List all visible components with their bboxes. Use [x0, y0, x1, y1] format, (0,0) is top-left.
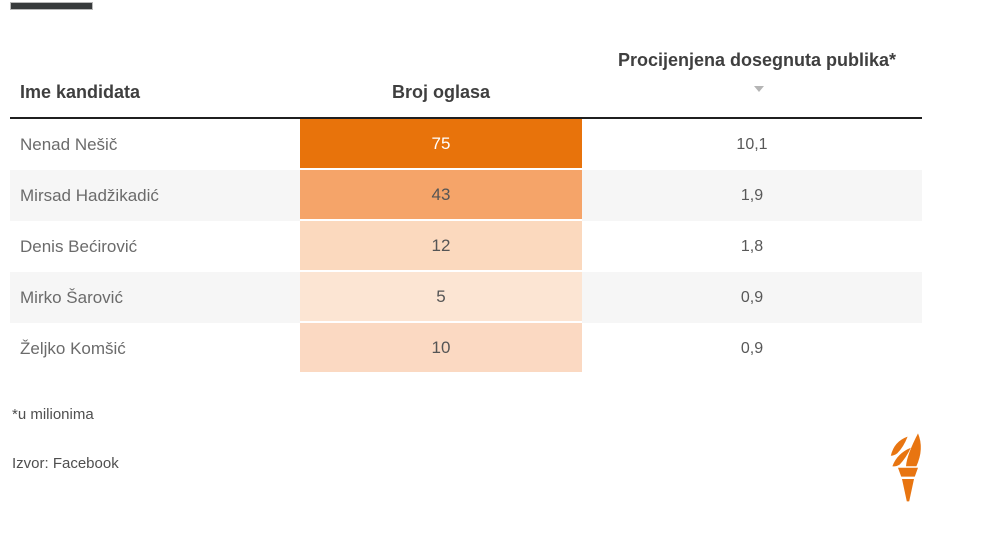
- ads-count-bar-cell: 43: [300, 170, 582, 221]
- ads-count-bar-cell: 5: [300, 272, 582, 323]
- table-header-row: Ime kandidata Broj oglasa Procijenjena d…: [10, 45, 922, 119]
- table-row: Denis Bećirović 12 1,8: [10, 221, 922, 272]
- table-row: Željko Komšić 10 0,9: [10, 323, 922, 374]
- ads-count-bar-cell: 12: [300, 221, 582, 272]
- sort-descending-icon[interactable]: [754, 86, 764, 92]
- audience-reach-cell: 1,9: [740, 186, 764, 204]
- audience-reach-cell: 10,1: [736, 135, 768, 153]
- table-body: Nenad Nešič 75 10,1 Mirsad Hadžikadić 43…: [10, 119, 922, 374]
- ads-count-bar-cell: 75: [300, 119, 582, 170]
- candidate-name-cell: Mirsad Hadžikadić: [20, 185, 159, 205]
- table-row: Mirko Šarović 5 0,9: [10, 272, 922, 323]
- candidate-name-cell: Mirko Šarović: [20, 287, 123, 307]
- source-attribution: Izvor: Facebook: [12, 455, 119, 472]
- column-header-candidate-name: Ime kandidata: [20, 82, 141, 102]
- redacted-title-bar: [10, 2, 93, 10]
- audience-reach-cell: 0,9: [740, 288, 764, 306]
- audience-reach-cell: 1,8: [740, 237, 764, 255]
- column-header-audience-reach: Procijenjena dosegnuta publika*: [617, 50, 897, 70]
- candidates-ads-table: Ime kandidata Broj oglasa Procijenjena d…: [10, 45, 922, 374]
- ads-count-bar-cell: 10: [300, 323, 582, 374]
- candidate-name-cell: Nenad Nešič: [20, 134, 118, 154]
- footnote-millions: *u milionima: [12, 406, 94, 423]
- column-header-ads-count: Broj oglasa: [391, 82, 491, 102]
- candidate-name-cell: Denis Bećirović: [20, 236, 138, 256]
- table-row: Nenad Nešič 75 10,1: [10, 119, 922, 170]
- rferl-torch-logo-icon: [890, 433, 921, 502]
- audience-reach-cell: 0,9: [740, 339, 764, 357]
- candidate-name-cell: Željko Komšić: [20, 338, 126, 358]
- table-row: Mirsad Hadžikadić 43 1,9: [10, 170, 922, 221]
